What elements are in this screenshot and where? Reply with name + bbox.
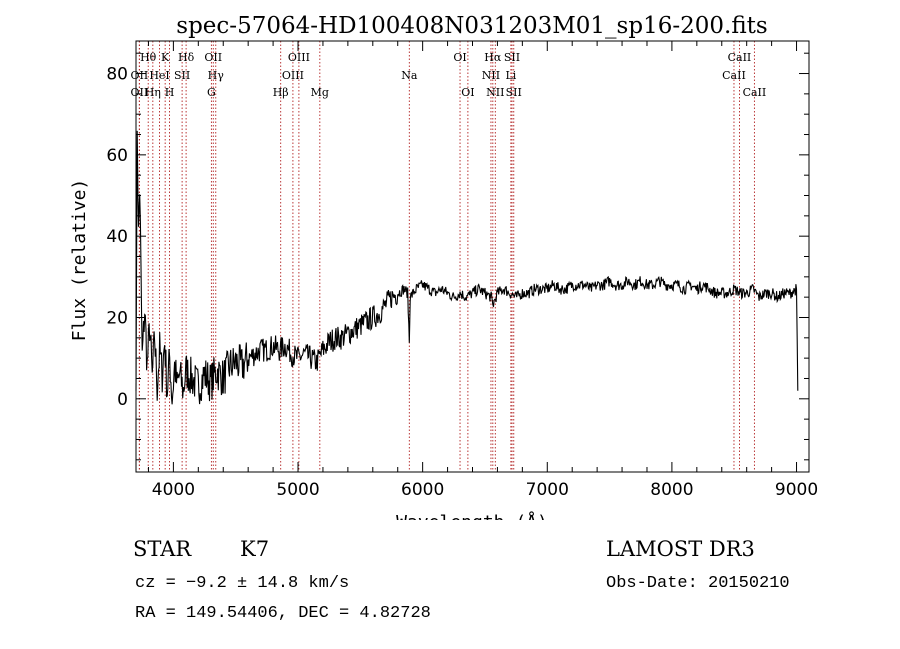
line-label-17: CaII — [722, 69, 746, 82]
line-label-10: HeI — [149, 69, 169, 82]
spectrum-line — [135, 130, 799, 405]
line-label-23: Mg — [311, 86, 329, 99]
x-tick-label-5000: 5000 — [276, 480, 319, 500]
x-tick-label-8000: 8000 — [650, 480, 693, 500]
y-tick-label-20: 20 — [106, 308, 128, 328]
line-label-4: OIII — [288, 51, 310, 64]
plot-frame — [135, 40, 810, 473]
line-label-20: H — [165, 86, 175, 99]
x-tick-label-7000: 7000 — [526, 480, 569, 500]
line-label-13: OIII — [282, 69, 304, 82]
line-label-18: OII — [131, 86, 149, 99]
x-tick-label-6000: 6000 — [401, 480, 444, 500]
object-subclass: K7 — [240, 537, 270, 561]
coordinates: RA = 149.54406, DEC = 4.82728 — [135, 604, 431, 623]
x-tick-label-4000: 4000 — [152, 480, 195, 500]
line-label-14: Na — [401, 69, 418, 82]
line-label-27: CaII — [743, 86, 767, 99]
survey-name: LAMOST DR3 — [606, 537, 755, 561]
line-label-11: SII — [174, 69, 190, 82]
line-label-3: OII — [204, 51, 222, 64]
line-label-6: Hα — [484, 51, 502, 64]
line-label-9: OII — [131, 69, 149, 82]
line-label-0: Hθ — [140, 51, 157, 64]
y-tick-label-40: 40 — [106, 227, 128, 247]
line-label-12: Hγ — [208, 69, 225, 82]
line-label-21: G — [207, 86, 216, 99]
y-tick-label-60: 60 — [106, 146, 128, 166]
x-axis-ticks: 4000 5000 6000 7000 8000 9000 — [147, 41, 818, 500]
emission-line-markers — [138, 41, 755, 472]
line-label-22: Hβ — [273, 86, 289, 99]
line-label-24: OI — [461, 86, 474, 99]
line-label-16: Li — [505, 69, 516, 82]
x-axis-label: Wavelength (Å) — [396, 511, 548, 520]
line-label-2: Hδ — [178, 51, 195, 64]
y-tick-label-0: 0 — [117, 390, 128, 410]
line-label-8: CaII — [728, 51, 752, 64]
y-axis-ticks: 0 20 40 60 80 — [106, 52, 809, 461]
line-label-26: SII — [506, 86, 522, 99]
redshift-velocity: cz = −9.2 ± 14.8 km/s — [135, 574, 350, 593]
observation-date: Obs-Date: 20150210 — [606, 574, 790, 593]
line-label-1: K — [161, 51, 170, 64]
x-tick-label-9000: 9000 — [775, 480, 818, 500]
spectrum-chart: spec-57064-HD100408N031203M01_sp16-200.f… — [69, 13, 818, 520]
line-label-15: NII — [482, 69, 500, 82]
line-label-25: NII — [486, 86, 504, 99]
chart-title: spec-57064-HD100408N031203M01_sp16-200.f… — [176, 13, 767, 39]
line-label-7: SII — [504, 51, 520, 64]
object-class: STAR — [133, 537, 192, 561]
y-axis-label: Flux (relative) — [69, 179, 90, 342]
line-label-19: Hη — [145, 86, 161, 99]
y-tick-label-80: 80 — [106, 65, 128, 85]
line-label-5: OI — [453, 51, 466, 64]
